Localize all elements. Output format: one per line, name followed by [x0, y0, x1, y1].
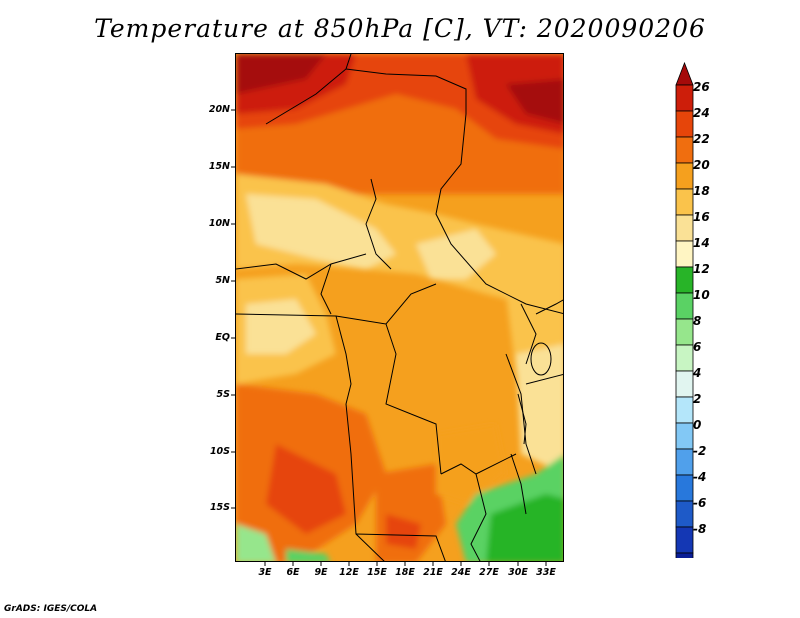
- colorbar-swatch: [675, 500, 694, 528]
- colorbar-swatch: [675, 318, 694, 346]
- colorbar-label: 22: [693, 132, 710, 146]
- lat-label: 10N: [208, 218, 230, 229]
- lon-label: 33E: [536, 567, 556, 578]
- colorbar-label: 16: [693, 210, 710, 224]
- lat-label: 20N: [208, 104, 230, 115]
- colorbar-swatch: [675, 344, 694, 372]
- grads-credit: GrADS: IGES/COLA: [4, 604, 98, 614]
- colorbar-label: 8: [693, 314, 702, 328]
- colorbar-label: 18: [693, 184, 710, 198]
- lon-label: 6E: [286, 567, 300, 578]
- colorbar-top-arrow: [675, 61, 694, 86]
- colorbar-label: 24: [693, 106, 710, 120]
- lat-label: 5N: [215, 275, 230, 286]
- lat-label: 10S: [209, 446, 230, 457]
- lat-label: 15S: [209, 502, 230, 513]
- colorbar-label: 6: [693, 340, 702, 354]
- colorbar-label: 0: [693, 418, 702, 432]
- colorbar-swatch: [675, 188, 694, 216]
- colorbar-swatch: [675, 526, 694, 554]
- lon-label: 18E: [395, 567, 415, 578]
- lon-label: 27E: [479, 567, 499, 578]
- colorbar-label: -8: [693, 522, 707, 536]
- colorbar-swatch: [675, 84, 694, 112]
- lat-label: EQ: [215, 332, 230, 343]
- lon-label: 24E: [451, 567, 471, 578]
- colorbar: [675, 61, 694, 558]
- colorbar-swatch: [675, 370, 694, 398]
- colorbar-swatch: [675, 448, 694, 476]
- lon-label: 3E: [258, 567, 272, 578]
- colorbar-swatch: [675, 292, 694, 320]
- colorbar-label: 12: [693, 262, 710, 276]
- colorbar-swatch: [675, 266, 694, 294]
- colorbar-swatch: [675, 422, 694, 450]
- lat-label: 15N: [208, 161, 230, 172]
- chart-title: Temperature at 850hPa [C], VT: 202009020…: [94, 14, 706, 43]
- colorbar-label: -2: [693, 444, 707, 458]
- lon-label: 15E: [367, 567, 387, 578]
- temperature-map: [235, 53, 564, 562]
- colorbar-swatch: [675, 214, 694, 242]
- colorbar-label: -4: [693, 470, 707, 484]
- lat-label: 5S: [216, 389, 230, 400]
- colorbar-swatch: [675, 162, 694, 190]
- colorbar-swatch: [675, 110, 694, 138]
- colorbar-label: 14: [693, 236, 710, 250]
- colorbar-label: 4: [693, 366, 702, 380]
- colorbar-label: 26: [693, 80, 710, 94]
- colorbar-label: 20: [693, 158, 710, 172]
- lon-label: 21E: [423, 567, 443, 578]
- colorbar-swatch: [675, 240, 694, 268]
- colorbar-swatch: [675, 552, 694, 558]
- lon-label: 9E: [314, 567, 328, 578]
- colorbar-label: 2: [693, 392, 702, 406]
- lon-label: 12E: [339, 567, 359, 578]
- colorbar-swatch: [675, 136, 694, 164]
- colorbar-label: -6: [693, 496, 707, 510]
- colorbar-label: 10: [693, 288, 710, 302]
- lon-label: 30E: [508, 567, 528, 578]
- colorbar-swatch: [675, 474, 694, 502]
- colorbar-swatch: [675, 396, 694, 424]
